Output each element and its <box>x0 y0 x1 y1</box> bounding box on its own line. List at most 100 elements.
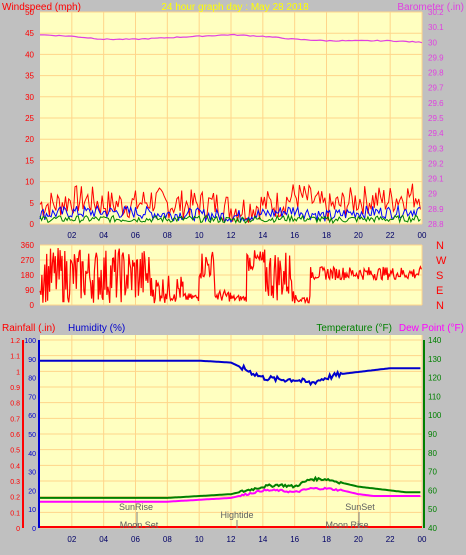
windspeed-tick-label: 35 <box>25 72 34 81</box>
x-tick-label: 08 <box>163 231 172 240</box>
compass-label: W <box>436 255 447 267</box>
rainfall-tick-label: 0.3 <box>10 479 20 486</box>
x-tick-label: 12 <box>227 535 236 544</box>
dewpoint-line <box>40 486 421 503</box>
barometer-tick-label: 29.3 <box>428 144 444 153</box>
direction-tick-label: 90 <box>25 286 34 295</box>
windspeed-tick-label: 30 <box>25 93 34 102</box>
moonset-label: Moon Set <box>120 520 159 530</box>
x-tick-label: 04 <box>99 231 108 240</box>
wind-series <box>39 33 423 225</box>
humidity-tick-label: 20 <box>28 488 36 495</box>
rainfall-tick-label: 0.2 <box>10 495 20 502</box>
rainfall-tick-label: 1.2 <box>10 338 20 345</box>
x-tick-label: 06 <box>131 231 140 240</box>
temperature-axis-title: Temperature (°F) <box>316 323 392 334</box>
x-tick-label: 14 <box>258 231 267 240</box>
direction-tick-label: 180 <box>21 271 35 280</box>
temperature-tick-label: 130 <box>428 355 442 364</box>
x-tick-label: 14 <box>258 535 267 544</box>
rainfall-tick-label: 0.4 <box>10 463 20 470</box>
barometer-tick-label: 29.6 <box>428 99 444 108</box>
humidity-tick-label: 30 <box>28 470 36 477</box>
windspeed-tick-label: 10 <box>25 178 34 187</box>
temperature-tick-label: 60 <box>428 486 437 495</box>
x-tick-label: 16 <box>290 231 299 240</box>
rainfall-tick-label: 0 <box>16 526 20 533</box>
humidity-tick-label: 40 <box>28 451 36 458</box>
compass-label: N <box>436 240 444 252</box>
rainfall-tick-label: 0.8 <box>10 401 20 408</box>
windspeed-tick-label: 15 <box>25 156 34 165</box>
barometer-tick-label: 29 <box>428 190 437 199</box>
environment-series <box>40 359 422 528</box>
x-tick-label: 22 <box>386 231 395 240</box>
windspeed-tick-label: 20 <box>25 135 34 144</box>
barometer-axis-title: Barometer (.in) <box>397 2 464 13</box>
axes: 0510152025303540455028.828.92929.129.229… <box>10 8 444 544</box>
humidity-tick-label: 0 <box>32 526 36 533</box>
temperature-tick-label: 80 <box>428 449 437 458</box>
hightide-label: Hightide <box>220 510 253 520</box>
humidity-tick-label: 60 <box>28 413 36 420</box>
direction-series <box>39 247 422 305</box>
barometer-tick-label: 28.8 <box>428 220 444 229</box>
dewpoint-axis-title: Dew Point (°F) <box>399 323 464 334</box>
windspeed-tick-label: 25 <box>25 114 34 123</box>
x-tick-label: 00 <box>418 231 427 240</box>
barometer-tick-label: 30.2 <box>428 8 444 17</box>
sunset-label: SunSet <box>345 502 375 512</box>
x-tick-label: 06 <box>131 535 140 544</box>
x-tick-label: 12 <box>227 231 236 240</box>
temperature-tick-label: 110 <box>428 392 441 401</box>
event-markers: SunRise SunSet Hightide Moon Set Moon Ri… <box>119 502 375 530</box>
x-tick-label: 10 <box>195 535 204 544</box>
windspeed-tick-label: 50 <box>25 8 34 17</box>
x-tick-label: 08 <box>163 535 172 544</box>
x-tick-label: 18 <box>322 535 331 544</box>
windspeed-axis-title: Windspeed (mph) <box>2 2 81 13</box>
x-tick-label: 18 <box>322 231 331 240</box>
x-tick-label: 16 <box>290 535 299 544</box>
temperature-tick-label: 100 <box>428 411 442 420</box>
barometer-tick-label: 30 <box>428 38 437 47</box>
rainfall-tick-label: 1.1 <box>10 354 20 361</box>
windspeed-tick-label: 40 <box>25 50 34 59</box>
direction-tick-label: 0 <box>30 301 35 310</box>
compass-label: N <box>436 300 444 312</box>
x-tick-label: 00 <box>418 535 427 544</box>
direction-tick-label: 270 <box>21 256 35 265</box>
x-tick-label: 20 <box>354 231 363 240</box>
x-tick-label: 04 <box>99 535 108 544</box>
temperature-tick-label: 90 <box>428 430 437 439</box>
rainfall-tick-label: 0.1 <box>10 510 20 517</box>
humidity-line <box>40 359 421 387</box>
humidity-tick-label: 10 <box>28 507 36 514</box>
rainfall-tick-label: 0.5 <box>10 448 20 455</box>
humidity-tick-label: 50 <box>28 432 36 439</box>
windspeed-line <box>39 183 421 223</box>
temperature-tick-label: 50 <box>428 505 437 514</box>
windspeed-tick-label: 45 <box>25 29 34 38</box>
compass-label: E <box>436 285 443 297</box>
temperature-tick-label: 140 <box>428 336 442 345</box>
rainfall-tick-label: 0.7 <box>10 416 20 423</box>
barometer-tick-label: 29.9 <box>428 53 444 62</box>
temperature-tick-label: 40 <box>428 524 437 533</box>
barometer-line <box>39 33 423 44</box>
direction-tick-label: 360 <box>21 241 35 250</box>
humidity-tick-label: 100 <box>24 338 36 345</box>
windspeed-tick-label: 5 <box>30 199 35 208</box>
humidity-tick-label: 90 <box>28 357 36 364</box>
temperature-tick-label: 120 <box>428 374 442 383</box>
barometer-tick-label: 29.5 <box>428 114 444 123</box>
barometer-tick-label: 29.2 <box>428 159 444 168</box>
barometer-tick-label: 29.8 <box>428 69 444 78</box>
barometer-tick-label: 30.1 <box>428 23 444 32</box>
direction-line <box>39 247 422 305</box>
x-tick-label: 20 <box>354 535 363 544</box>
humidity-axis-title: Humidity (%) <box>68 323 125 334</box>
rainfall-tick-label: 0.9 <box>10 385 20 392</box>
